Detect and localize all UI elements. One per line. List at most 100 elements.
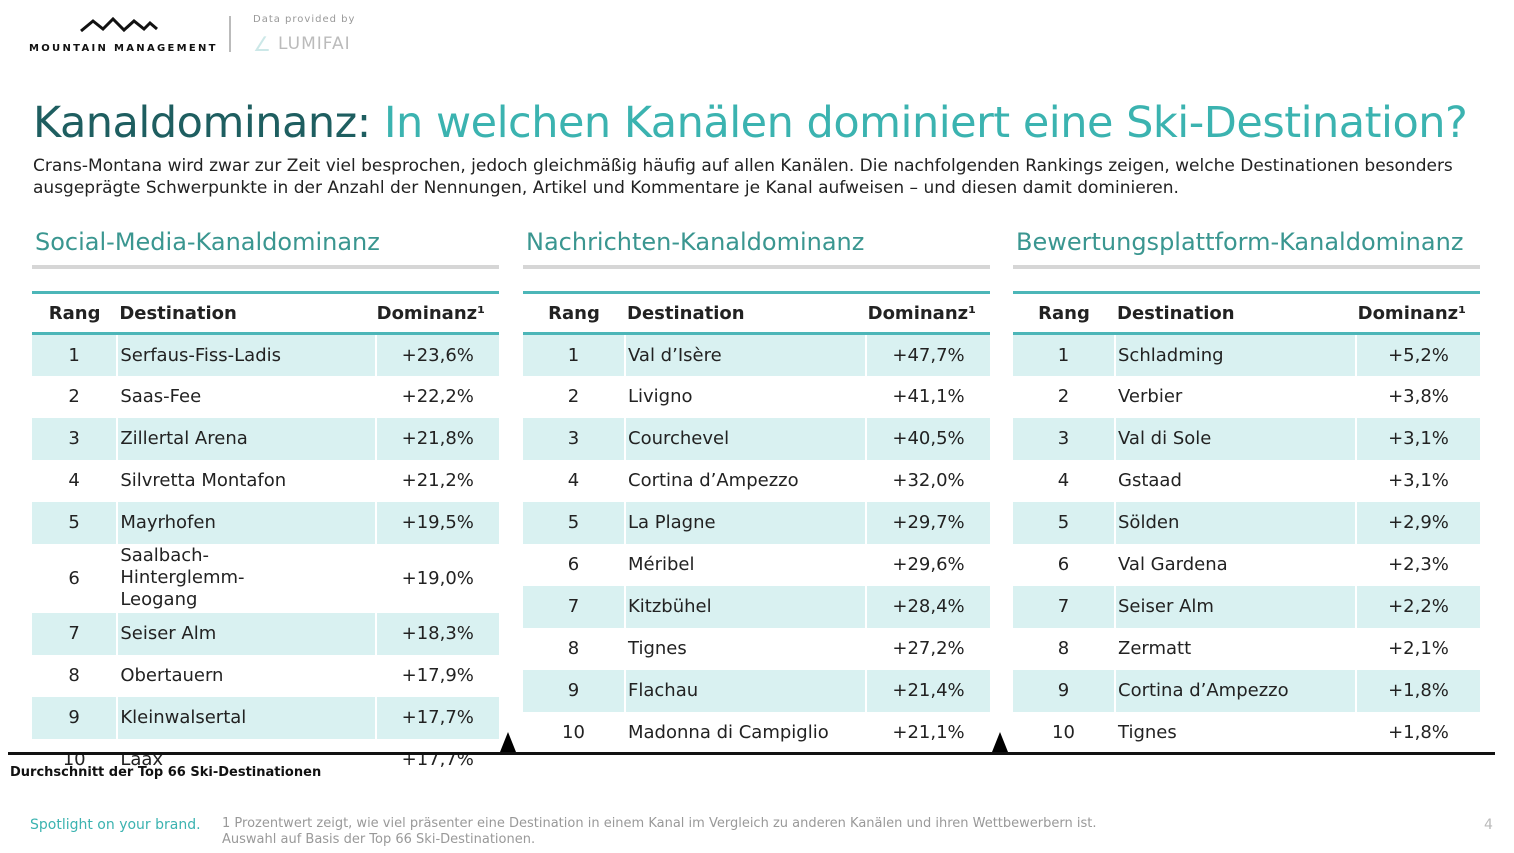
rank-cell: 5 [523, 501, 625, 544]
section-underline [32, 265, 499, 269]
rank-cell: 3 [32, 417, 118, 460]
dominance-cell: +47,7% [865, 333, 990, 376]
destination-cell: Tignes [1114, 711, 1356, 754]
dominance-cell: +2,2% [1355, 585, 1480, 628]
arrow-up-icon [992, 732, 1008, 752]
rank-cell: 10 [562, 722, 585, 743]
rank-cell: 5 [32, 501, 118, 544]
dominance-cell: +40,5% [865, 417, 990, 460]
ranking-table: Rang Destination Dominanz¹ 1 Val d’Isère +47,… [523, 291, 990, 754]
dominance-cell: +32,0% [865, 459, 990, 502]
table-row: 8 Obertauern +17,9% [32, 654, 499, 697]
destination-cell: Flachau [624, 669, 866, 712]
rank-cell: 2 [68, 386, 80, 407]
table-row: 5 La Plagne +29,7% [523, 501, 990, 544]
dominance-cell: +3,1% [1355, 417, 1480, 460]
dominance-cell: +28,4% [865, 585, 990, 628]
slogan: Spotlight on your brand. [30, 817, 201, 833]
destination-cell: Sölden [1114, 501, 1356, 544]
rank-cell: 3 [1013, 417, 1115, 460]
rank-cell: 9 [523, 669, 625, 712]
destination-cell: Val d’Isère [624, 333, 866, 376]
divider [229, 16, 231, 52]
section-title: Nachrichten-Kanaldominanz [526, 228, 865, 256]
destination-cell: Seiser Alm [116, 612, 376, 655]
rank-cell: 1 [32, 333, 118, 376]
dominance-cell: +29,7% [865, 501, 990, 544]
dominance-cell: +22,2% [374, 375, 499, 418]
destination-cell: Tignes [624, 627, 866, 670]
rank-cell: 8 [68, 665, 80, 686]
destination-cell: Madonna di Campiglio [624, 711, 866, 754]
col-dominance: Dominanz¹ [866, 292, 990, 335]
dominance-cell: +2,1% [1355, 627, 1480, 670]
footnote: 1 Prozentwert zeigt, wie viel präsenter … [222, 816, 1097, 848]
table-row: 2 Verbier +3,8% [1013, 375, 1480, 418]
dominance-cell: +18,3% [374, 612, 499, 655]
table-row: 1 Serfaus-Fiss-Ladis +23,6% [32, 333, 499, 376]
table-row: 5 Mayrhofen +19,5% [32, 501, 499, 544]
table-row: 8 Tignes +27,2% [523, 627, 990, 670]
rank-cell: 6 [1057, 554, 1070, 575]
brand-name: MOUNTAIN MANAGEMENT [29, 43, 218, 54]
table-row: 6 Méribel +29,6% [523, 543, 990, 586]
table-header: Rang Destination Dominanz¹ [1013, 292, 1480, 335]
rank-cell: 6 [68, 567, 80, 589]
dominance-cell: +2,3% [1355, 543, 1480, 586]
dominance-cell: +41,1% [865, 375, 990, 418]
rank-cell: 3 [523, 417, 625, 460]
col-destination: Destination [625, 292, 866, 335]
section-title: Bewertungsplattform-Kanaldominanz [1016, 228, 1464, 256]
table-row: 9 Kleinwalsertal +17,7% [32, 696, 499, 739]
destination-cell: Serfaus-Fiss-Ladis [116, 333, 376, 376]
destination-cell: Kitzbühel [624, 585, 866, 628]
destination-cell: Saalbach-Hinterglemm-Leogang [116, 543, 376, 613]
destination-cell: Schladming [1114, 333, 1356, 376]
rank-cell: 9 [32, 696, 118, 739]
page-number: 4 [1484, 817, 1493, 833]
table-row: 4 Silvretta Montafon +21,2% [32, 459, 499, 502]
table-row: 7 Kitzbühel +28,4% [523, 585, 990, 628]
dominance-cell: +21,2% [374, 459, 499, 502]
destination-cell: Verbier [1114, 375, 1356, 418]
table-row: 3 Zillertal Arena +21,8% [32, 417, 499, 460]
title-prefix: Kanaldominanz: [33, 98, 371, 148]
table-row: 2 Livigno +41,1% [523, 375, 990, 418]
rank-cell: 7 [1013, 585, 1115, 628]
table-row: 4 Gstaad +3,1% [1013, 459, 1480, 502]
average-baseline [8, 752, 1495, 755]
average-label: Durchschnitt der Top 66 Ski-Destinatione… [10, 765, 322, 780]
dominance-cell: +21,8% [374, 417, 499, 460]
dominance-cell: +29,6% [865, 543, 990, 586]
table-row: 7 Seiser Alm +18,3% [32, 612, 499, 655]
dominance-cell: +21,1% [865, 711, 990, 754]
destination-cell: Cortina d’Ampezzo [1114, 669, 1356, 712]
rank-cell: 8 [567, 638, 580, 659]
table-row: 1 Val d’Isère +47,7% [523, 333, 990, 376]
table-row: 6 Val Gardena +2,3% [1013, 543, 1480, 586]
provider-name: LUMIFAI [278, 34, 351, 54]
ranking-table: Rang Destination Dominanz¹ 1 Schladming +5,2%… [1013, 291, 1480, 754]
table-header: Rang Destination Dominanz¹ [32, 292, 499, 335]
section-underline [1013, 265, 1480, 269]
destination-cell: Silvretta Montafon [116, 459, 376, 502]
arrow-up-icon [500, 732, 516, 752]
dominance-cell: +21,4% [865, 669, 990, 712]
section-title: Social-Media-Kanaldominanz [35, 228, 380, 256]
rank-cell: 9 [1013, 669, 1115, 712]
rank-cell: 2 [567, 386, 580, 407]
table-row: 3 Val di Sole +3,1% [1013, 417, 1480, 460]
destination-cell: La Plagne [624, 501, 866, 544]
destination-cell: Cortina d’Ampezzo [624, 459, 866, 502]
destination-cell: Mayrhofen [116, 501, 376, 544]
destination-cell: Seiser Alm [1114, 585, 1356, 628]
dominance-cell: +19,5% [374, 501, 499, 544]
footnote-line: Auswahl auf Basis der Top 66 Ski-Destina… [222, 832, 536, 847]
col-dominance: Dominanz¹ [1356, 292, 1480, 335]
rank-cell: 6 [567, 554, 580, 575]
rank-cell: 4 [68, 470, 80, 491]
lumifai-logo-icon: ∠ [253, 32, 271, 56]
destination-cell: Val Gardena [1114, 543, 1356, 586]
destination-cell: Livigno [624, 375, 866, 418]
table-row: 7 Seiser Alm +2,2% [1013, 585, 1480, 628]
